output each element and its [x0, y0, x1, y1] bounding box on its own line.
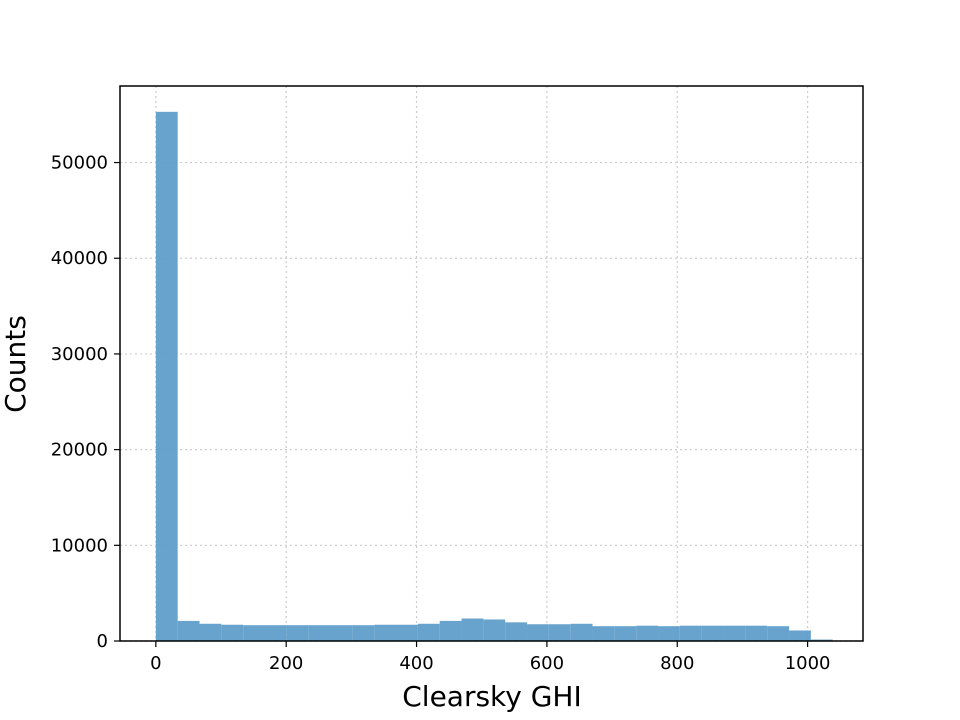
- histogram-bar: [177, 620, 200, 641]
- y-tick-label: 20000: [51, 440, 108, 461]
- histogram-bar: [527, 624, 549, 641]
- y-axis-label: Counts: [0, 315, 32, 413]
- y-axis-ticks: 0 10000 20000 30000 40000 50000: [51, 153, 120, 652]
- histogram-bar: [548, 624, 571, 641]
- histogram-bar: [701, 625, 724, 641]
- y-tick-label: 40000: [51, 248, 108, 269]
- histogram-bar: [679, 625, 702, 641]
- plot-frame: [119, 85, 864, 642]
- histogram-bar: [505, 622, 528, 641]
- histogram-bar: [789, 630, 811, 641]
- histogram-bar: [330, 625, 353, 641]
- histogram-bar: [745, 625, 768, 641]
- y-tick-label: 50000: [51, 153, 108, 174]
- x-axis-ticks: 0 200 400 600 800 1000: [150, 641, 831, 674]
- y-tick-label: 0: [97, 631, 108, 652]
- histogram-bars: [155, 111, 833, 642]
- histogram-bar: [199, 623, 222, 641]
- histogram-bar: [155, 111, 178, 642]
- x-tick-label: 800: [660, 653, 694, 674]
- histogram-bar: [352, 625, 375, 641]
- x-tick-label: 0: [150, 653, 161, 674]
- histogram-bar: [723, 625, 746, 641]
- x-tick-label: 600: [530, 653, 564, 674]
- x-tick-label: 1000: [785, 653, 831, 674]
- y-tick-label: 10000: [51, 535, 108, 556]
- x-tick-label: 200: [269, 653, 303, 674]
- histogram-bar: [658, 626, 680, 641]
- histogram-bar: [286, 625, 309, 641]
- histogram-bar: [417, 623, 440, 641]
- histogram-bar: [614, 626, 637, 641]
- histogram-bar: [265, 625, 287, 641]
- x-tick-label: 400: [399, 653, 433, 674]
- histogram-bar: [636, 625, 659, 641]
- y-tick-label: 30000: [51, 344, 108, 365]
- histogram-bar: [767, 626, 790, 641]
- histogram-bar: [308, 625, 331, 641]
- histogram-bar: [483, 619, 506, 641]
- histogram-bar: [439, 620, 462, 641]
- histogram-bar: [592, 626, 615, 641]
- histogram-bar: [570, 623, 593, 641]
- histogram-bar: [396, 624, 418, 641]
- histogram-bar: [461, 618, 484, 641]
- grid-lines: [120, 86, 863, 642]
- x-axis-label: Clearsky GHI: [402, 680, 582, 713]
- histogram-bar: [243, 625, 266, 641]
- histogram-bar: [374, 624, 397, 641]
- histogram-bar: [221, 624, 244, 641]
